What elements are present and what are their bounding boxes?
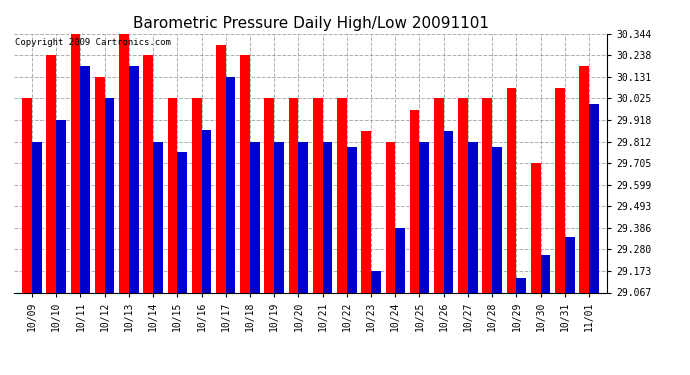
Bar — [482, 98, 492, 292]
Bar — [516, 278, 526, 292]
Bar — [288, 98, 298, 292]
Bar — [555, 88, 565, 292]
Bar — [56, 120, 66, 292]
Bar — [32, 141, 41, 292]
Bar — [168, 98, 177, 292]
Bar — [216, 45, 226, 292]
Bar — [274, 141, 284, 292]
Bar — [420, 141, 429, 292]
Bar — [386, 141, 395, 292]
Bar — [129, 66, 139, 292]
Bar — [298, 141, 308, 292]
Bar — [144, 55, 153, 292]
Bar — [347, 147, 357, 292]
Bar — [492, 147, 502, 292]
Bar — [323, 141, 333, 292]
Text: Copyright 2009 Cartronics.com: Copyright 2009 Cartronics.com — [15, 38, 171, 46]
Bar — [395, 228, 405, 292]
Bar — [95, 77, 105, 292]
Bar — [337, 98, 347, 292]
Bar — [540, 255, 551, 292]
Bar — [105, 98, 115, 292]
Bar — [531, 163, 540, 292]
Bar — [565, 237, 575, 292]
Title: Barometric Pressure Daily High/Low 20091101: Barometric Pressure Daily High/Low 20091… — [132, 16, 489, 31]
Bar — [201, 130, 211, 292]
Bar — [313, 98, 323, 292]
Bar — [371, 271, 381, 292]
Bar — [434, 98, 444, 292]
Bar — [264, 98, 274, 292]
Bar — [589, 104, 599, 292]
Bar — [153, 141, 163, 292]
Bar — [468, 141, 477, 292]
Bar — [81, 66, 90, 292]
Bar — [444, 131, 453, 292]
Bar — [250, 141, 259, 292]
Bar — [22, 98, 32, 292]
Bar — [580, 66, 589, 292]
Bar — [192, 98, 201, 292]
Bar — [410, 110, 420, 292]
Bar — [458, 98, 468, 292]
Bar — [226, 77, 235, 292]
Bar — [240, 55, 250, 292]
Bar — [119, 34, 129, 292]
Bar — [70, 34, 81, 292]
Bar — [506, 88, 516, 292]
Bar — [177, 152, 187, 292]
Bar — [46, 55, 56, 292]
Bar — [362, 131, 371, 292]
